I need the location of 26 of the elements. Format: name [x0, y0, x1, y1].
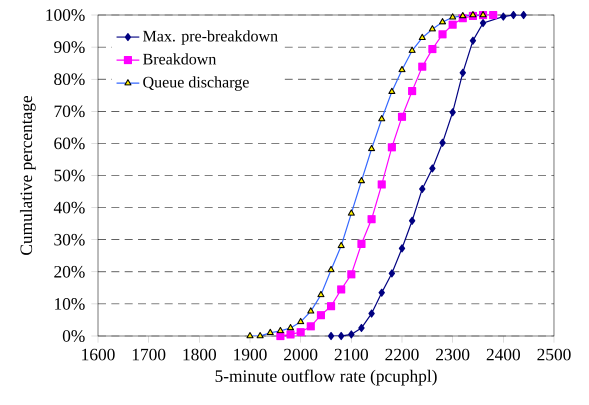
x-tick-label: 1600 [82, 348, 115, 360]
x-tick-label: 2100 [334, 348, 368, 360]
legend-label: Max. pre-breakdown [143, 30, 278, 45]
x-tick-label: 2400 [486, 348, 520, 360]
legend-label: Queue discharge [143, 76, 249, 91]
y-tick-label: 20% [54, 266, 85, 278]
x-tick-label: 1800 [184, 348, 216, 360]
y-tick-label: 60% [54, 138, 85, 150]
y-tick-label: 30% [54, 234, 85, 246]
x-tick-label: 1900 [234, 348, 267, 360]
y-tick-label: 50% [54, 170, 85, 182]
y-tick-label: 70% [54, 105, 85, 118]
x-tick-label: 2200 [385, 348, 419, 360]
y-tick-label: 80% [54, 73, 85, 86]
y-tick-label: 90% [54, 41, 85, 53]
x-axis-title: 5-minute outflow rate (pcuphpl) [216, 370, 437, 386]
y-tick-label: 0% [62, 330, 85, 342]
y-tick-label: 100% [46, 9, 85, 21]
y-tick-label: 10% [55, 298, 85, 310]
y-tick-label: 40% [54, 202, 85, 214]
y-axis-title: Cumulative percentage [20, 96, 36, 255]
legend-label: Breakdown [143, 53, 216, 65]
x-tick-label: 2000 [284, 348, 318, 360]
x-tick-label: 1700 [132, 348, 166, 360]
x-tick-label: 2300 [436, 348, 470, 360]
x-tick-label: 2500 [537, 348, 571, 360]
